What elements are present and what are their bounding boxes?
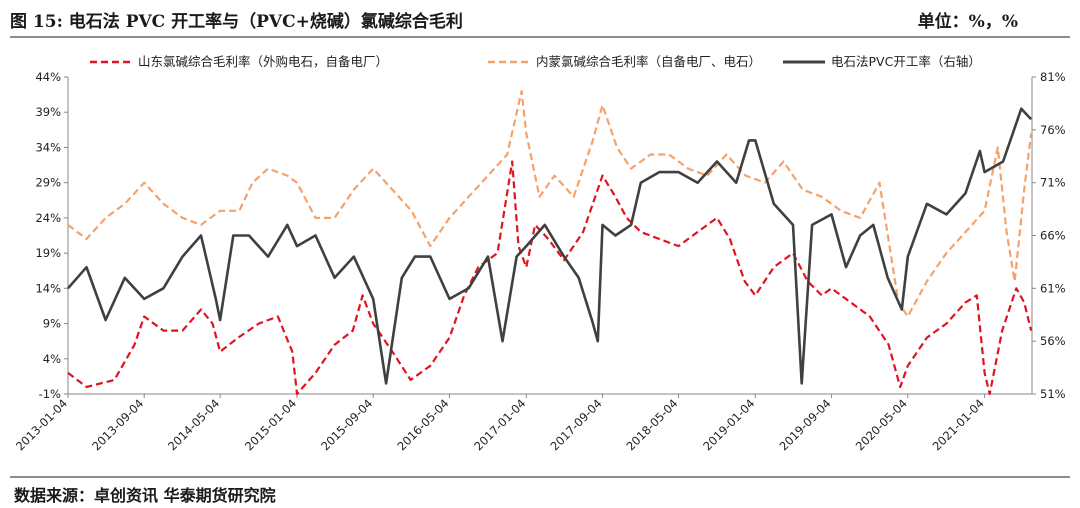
x-tick-label: 2015-01-04 xyxy=(242,396,299,453)
left-tick-label: 39% xyxy=(35,105,61,119)
x-tick-label: 2021-01-04 xyxy=(930,396,987,453)
legend-label-1: 山东氯碱综合毛利率（外购电石，自备电厂） xyxy=(138,54,388,69)
left-tick-label: 34% xyxy=(35,140,61,154)
x-tick-label: 2017-01-04 xyxy=(471,396,528,453)
legend-label-2: 内蒙氯碱综合毛利率（自备电厂、电石） xyxy=(536,54,761,69)
x-tick-label: 2014-05-04 xyxy=(165,396,222,453)
x-tick-label: 2019-01-04 xyxy=(700,396,757,453)
right-tick-label: 56% xyxy=(1040,334,1066,348)
left-tick-label: 9% xyxy=(43,317,61,331)
series-line-1 xyxy=(67,160,1033,396)
figure-header: 图 15: 电石法 PVC 开工率与（PVC+烧碱）氯碱综合毛利 单位：%，% xyxy=(0,0,1080,38)
left-tick-label: 4% xyxy=(43,352,61,366)
right-tick-label: 66% xyxy=(1040,229,1066,243)
x-tick-label: 2015-09-04 xyxy=(318,396,375,453)
chart-series xyxy=(67,89,1033,396)
x-tick-label: 2016-05-04 xyxy=(394,396,451,453)
chart-legend: 山东氯碱综合毛利率（外购电石，自备电厂） 内蒙氯碱综合毛利率（自备电厂、电石） 电石… xyxy=(90,54,981,69)
right-tick-label: 71% xyxy=(1040,176,1066,190)
x-tick-label: 2013-01-04 xyxy=(13,396,70,453)
x-tick-label: 2013-09-04 xyxy=(89,396,146,453)
series-line-3 xyxy=(67,107,1033,385)
right-tick-label: 81% xyxy=(1040,70,1066,84)
figure-source: 数据来源：卓创资讯 华泰期货研究院 xyxy=(14,486,276,505)
line-chart: -1% 4% 9% 14% 19% 24% 29% 34% 39% 44% 51% 56% 61% 66%… xyxy=(13,54,1066,453)
x-tick-label: 2018-05-04 xyxy=(623,396,680,453)
left-tick-label: 14% xyxy=(35,281,61,295)
header-divider xyxy=(10,36,1070,38)
legend-label-3: 电石法PVC开工率（右轴） xyxy=(831,54,981,69)
left-tick-label: 44% xyxy=(35,70,61,84)
left-tick-label: 24% xyxy=(35,211,61,225)
right-tick-label: 51% xyxy=(1040,387,1066,401)
figure-unit-label: 单位：%，% xyxy=(917,12,1018,32)
x-tick-label: 2019-09-04 xyxy=(777,396,834,453)
right-tick-label: 61% xyxy=(1040,281,1066,295)
figure-title: 图 15: 电石法 PVC 开工率与（PVC+烧碱）氯碱综合毛利 xyxy=(10,12,463,32)
x-tick-label: 2020-05-04 xyxy=(853,396,910,453)
right-tick-label: 76% xyxy=(1040,123,1066,137)
left-tick-label: 19% xyxy=(35,246,61,260)
x-tick-label: 2017-09-04 xyxy=(548,396,605,453)
left-tick-label: 29% xyxy=(35,176,61,190)
footer-divider xyxy=(10,476,1070,478)
left-tick-label: -1% xyxy=(39,387,61,401)
